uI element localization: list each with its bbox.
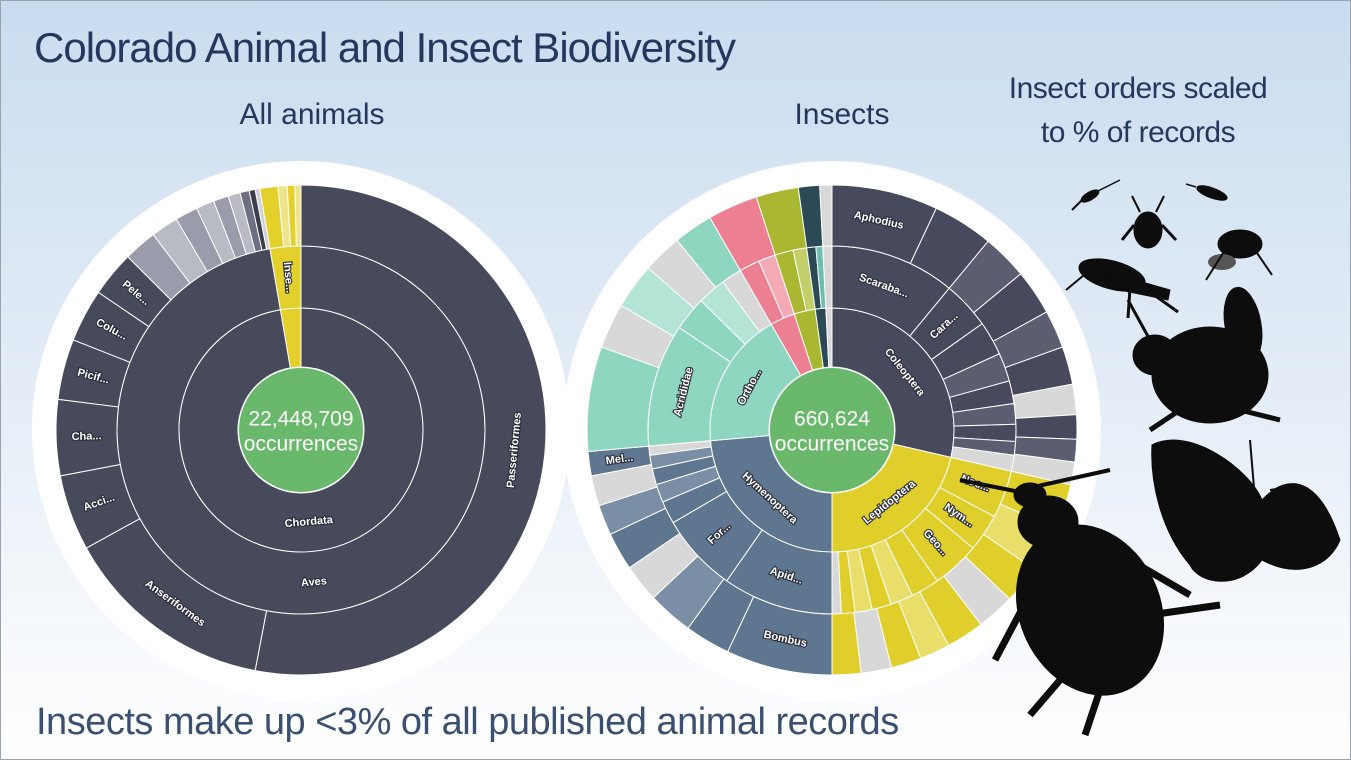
segment — [295, 185, 301, 246]
infographic: Colorado Animal and Insect Biodiversity … — [0, 0, 1351, 760]
page: Colorado Animal and Insect Biodiversity … — [0, 0, 1351, 760]
segment-label: Aves — [301, 575, 328, 589]
chart-title: All animals — [239, 98, 384, 131]
total-label: 660,624 — [794, 408, 870, 431]
title: Colorado Animal and Insect Biodiversity — [34, 24, 736, 71]
caption-line: Insect orders scaled — [1009, 72, 1267, 105]
segment-label: Cha... — [71, 430, 101, 443]
segment — [1016, 415, 1077, 440]
total-caption: occurrences — [244, 433, 358, 456]
chart-title: Insects — [794, 98, 889, 131]
footer: Insects make up <3% of all published ani… — [36, 701, 899, 743]
total-label: 22,448,709 — [248, 408, 353, 431]
caption-line: to % of records — [1041, 116, 1235, 149]
total-caption: occurrences — [775, 433, 889, 456]
